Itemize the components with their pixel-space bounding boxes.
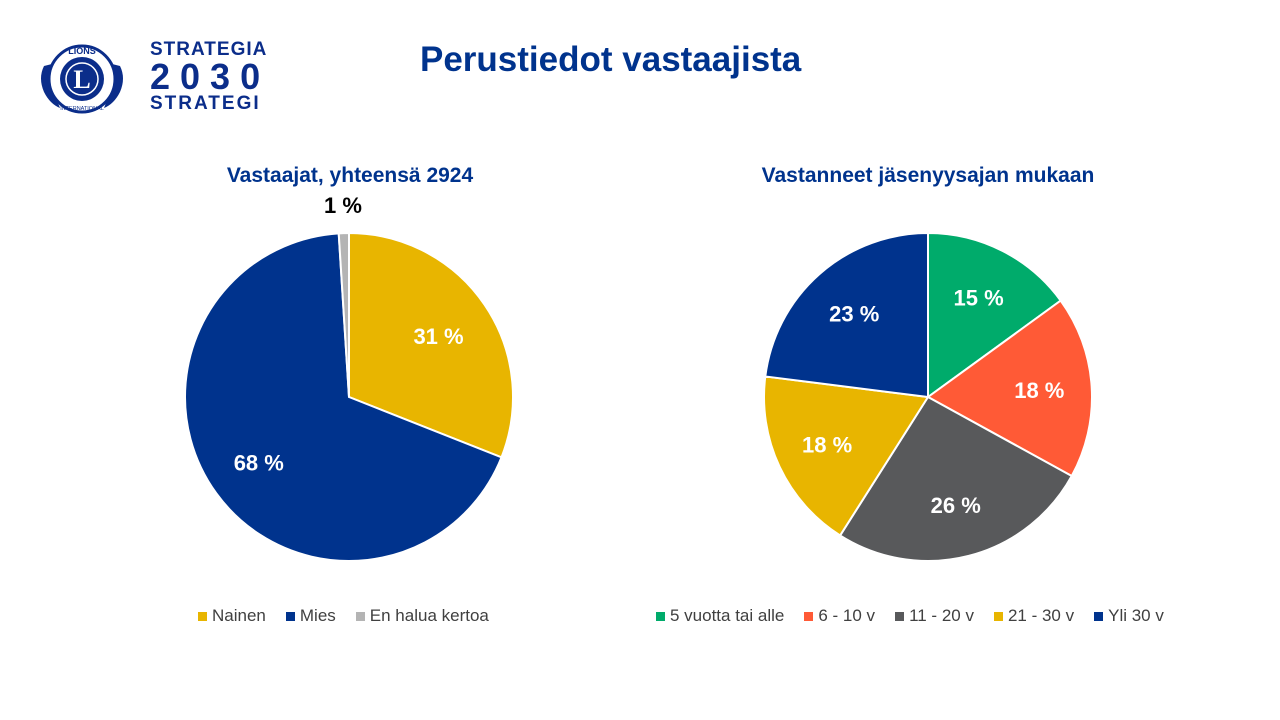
legend-label: Yli 30 v: [1108, 606, 1164, 625]
pie-chart-membership: 15 % 18 % 26 % 18 % 23 %: [763, 231, 1093, 562]
data-label-yli-30-v: 23 %: [829, 301, 879, 326]
legend-item-nainen: Nainen: [198, 606, 266, 626]
lions-logo-icon: L LIONS INTERNATIONAL: [41, 44, 123, 114]
legend-label: 21 - 30 v: [1007, 606, 1075, 625]
pie-slice-11-20-v: [838, 395, 1074, 562]
legend-label: Mies: [299, 606, 336, 625]
pie-chart-respondents: 31 % 68 % 1 %: [184, 193, 514, 562]
brand-line-1: STRATEGIA: [150, 39, 268, 60]
data-label-nainen: 31 %: [413, 324, 463, 349]
legend-item-21-30-v: 21 - 30 v: [993, 606, 1075, 626]
chart-title-membership: Vastanneet jäsenyysajan mukaan: [761, 164, 1095, 187]
page-title: Perustiedot vastaajista: [420, 40, 802, 79]
legend-item-11-20-v: 11 - 20 v: [895, 606, 974, 626]
brand-line-2: 2030: [150, 56, 271, 97]
data-label-6-10-v: 18 %: [1014, 378, 1064, 403]
pie-slice-21-30-v: [763, 375, 930, 537]
data-label-mies: 68 %: [234, 451, 284, 476]
pie-slice-nainen: [348, 231, 514, 459]
data-label-en-halua-kertoa: 1 %: [324, 193, 362, 218]
legend-swatch: [285, 611, 295, 621]
legend-swatch: [895, 611, 905, 621]
logo-text-top: LIONS: [68, 46, 96, 56]
legend-membership: 5 vuotta tai alle 6 - 10 v 11 - 20 v 21 - 3…: [656, 606, 1164, 626]
data-label-21-30-v: 18 %: [802, 432, 852, 457]
legend-swatch: [804, 611, 814, 621]
legend-item-mies: Mies: [285, 606, 336, 626]
legend-respondents: Nainen Mies En halua kertoa: [198, 606, 489, 626]
legend-swatch: [198, 611, 207, 621]
pie-slice-mies: [184, 232, 503, 562]
legend-item-en-halua-kertoa: En halua kertoa: [355, 606, 489, 626]
legend-label: 5 vuotta tai alle: [670, 606, 785, 625]
legend-swatch: [1094, 611, 1104, 621]
legend-item-5-vuotta-tai-alle: 5 vuotta tai alle: [656, 606, 784, 626]
logo-letter: L: [73, 65, 90, 94]
pie-slice-yli-30-v: [764, 231, 929, 399]
legend-swatch: [993, 611, 1003, 621]
strategy-brand: STRATEGIA 2030 STRATEGI: [150, 40, 290, 114]
legend-swatch: [656, 611, 665, 621]
legend-label: 6 - 10 v: [818, 606, 876, 625]
logo-text-bottom: INTERNATIONAL: [60, 106, 104, 112]
data-label-5-vuotta-tai-alle: 15 %: [954, 286, 1004, 311]
brand-line-3: STRATEGI: [150, 93, 261, 114]
pie-slice-5-vuotta-tai-alle: [927, 231, 1063, 399]
chart-title-respondents: Vastaajat, yhteensä 2924: [226, 164, 474, 187]
pie-slice-6-10-v: [926, 299, 1093, 478]
legend-label: 11 - 20 v: [909, 606, 974, 625]
data-label-11-20-v: 26 %: [931, 493, 981, 518]
legend-label: En halua kertoa: [369, 606, 489, 625]
legend-item-6-10-v: 6 - 10 v: [804, 606, 875, 626]
legend-item-yli-30-v: Yli 30 v: [1094, 606, 1164, 626]
pie-slice-en-halua-kertoa: [337, 231, 350, 398]
legend-label: Nainen: [212, 606, 266, 625]
legend-swatch: [355, 611, 365, 621]
